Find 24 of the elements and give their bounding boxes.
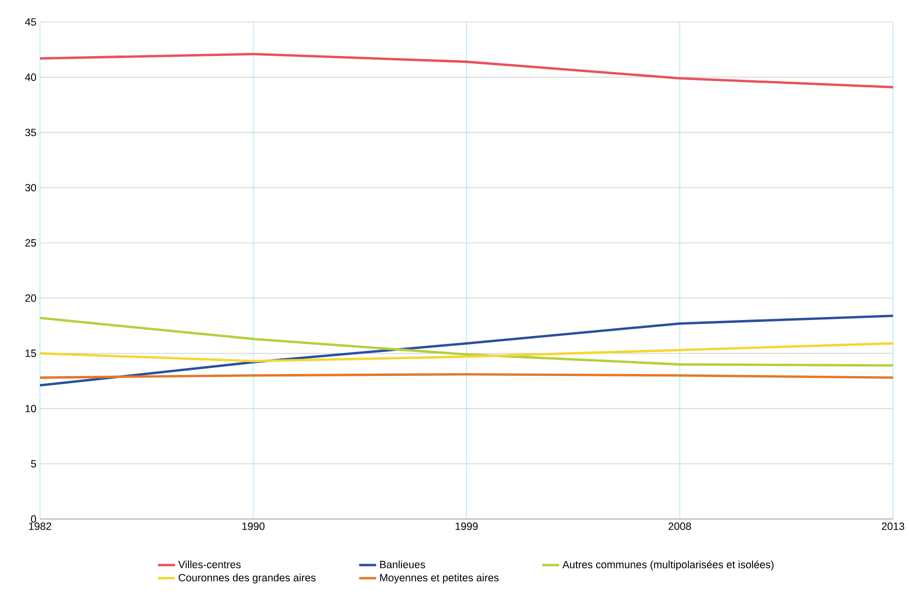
x-tick-label: 1999 xyxy=(456,522,478,530)
y-tick-label: 45 xyxy=(25,18,36,26)
line-series xyxy=(38,342,894,362)
x-tick-label: 1982 xyxy=(29,522,52,530)
y-tick-label: 0 xyxy=(31,515,36,523)
line-series xyxy=(38,52,894,88)
x-tick-label: 1990 xyxy=(242,522,265,530)
y-tick-label: 25 xyxy=(25,239,36,247)
y-tick-label: 15 xyxy=(26,350,36,357)
y-tick-label: 5 xyxy=(31,460,36,468)
line-series xyxy=(38,314,894,387)
legend-label: Banlieues xyxy=(380,560,426,568)
y-tick-label: 20 xyxy=(25,294,36,302)
x-tick-label: 2008 xyxy=(668,522,691,530)
legend-label: Couronnes des grandes aires xyxy=(178,574,316,584)
y-tick-label: 35 xyxy=(25,128,36,136)
y-tick-label: 10 xyxy=(26,404,36,412)
legend-label: Moyennes et petites aires xyxy=(380,574,499,584)
y-tick-label: 30 xyxy=(25,184,36,192)
line-series xyxy=(38,316,894,367)
x-tick-label: 2013 xyxy=(882,522,904,530)
legend-label: Villes-centres xyxy=(178,560,241,568)
legend-label: Autres communes (multipolarisées et isolées) xyxy=(562,560,774,570)
y-tick-label: 40 xyxy=(25,74,36,81)
